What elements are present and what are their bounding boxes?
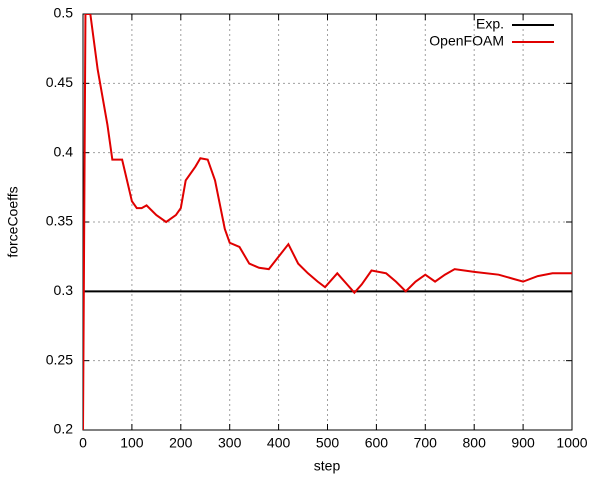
y-axis-label: forceCoeffs (5, 186, 21, 257)
y-tick-label: 0.25 (46, 351, 73, 367)
y-tick-label: 0.3 (54, 282, 74, 298)
y-tick-label: 0.45 (46, 74, 73, 90)
x-tick-label: 300 (218, 435, 242, 451)
series-line (83, 14, 572, 430)
x-tick-label: 800 (463, 435, 487, 451)
x-tick-label: 400 (267, 435, 291, 451)
x-tick-label: 100 (120, 435, 144, 451)
legend-label: OpenFOAM (429, 33, 504, 49)
x-tick-label: 0 (79, 435, 87, 451)
legend-label: Exp. (476, 16, 504, 32)
plot-border (82, 13, 573, 431)
y-tick-label: 0.2 (54, 421, 74, 437)
x-axis-label: step (314, 458, 341, 474)
x-tick-label: 500 (316, 435, 340, 451)
y-tick-label: 0.4 (54, 143, 74, 159)
y-tick-label: 0.5 (54, 5, 74, 21)
x-tick-label: 200 (169, 435, 193, 451)
x-tick-label: 700 (414, 435, 438, 451)
x-tick-label: 900 (511, 435, 535, 451)
x-tick-label: 600 (365, 435, 389, 451)
x-tick-label: 1000 (556, 435, 587, 451)
y-tick-label: 0.35 (46, 213, 73, 229)
